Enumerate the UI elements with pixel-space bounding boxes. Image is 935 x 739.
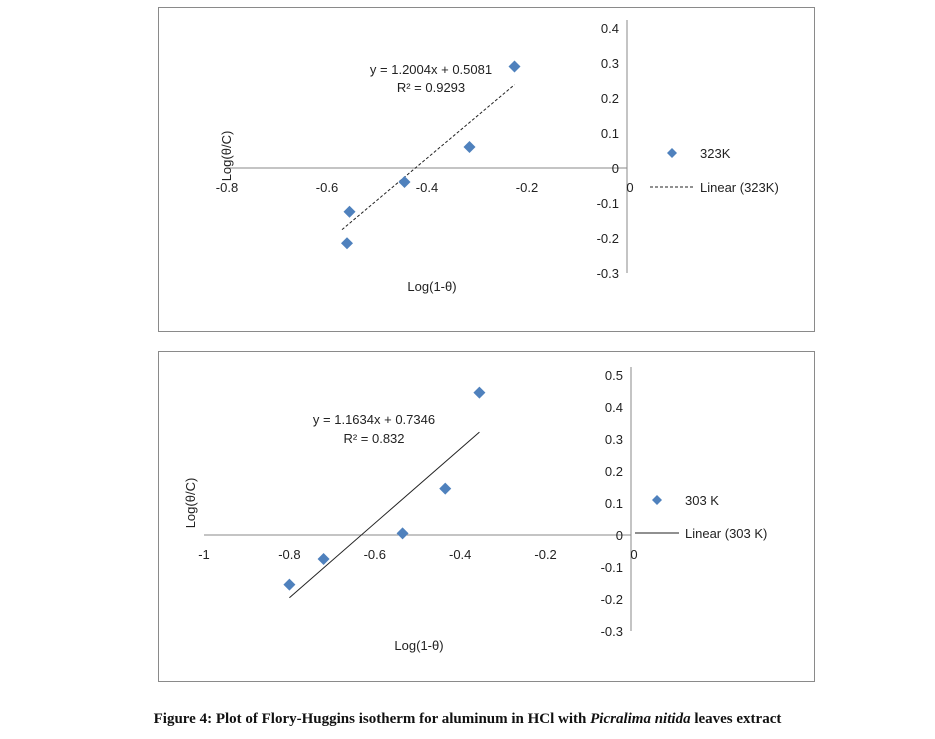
y-tick-label: -0.1 [601, 560, 623, 575]
chart-323k-panel: -0.8 -0.6 -0.4 -0.2 0 0.4 0.3 0.2 0.1 0 -0.1 -0.2 -0… [158, 7, 815, 332]
y-axis-title: Log(θ/C) [219, 131, 234, 182]
legend-label-series: 323K [700, 146, 731, 161]
y-tick-label: -0.1 [597, 196, 619, 211]
legend-label-linear: Linear (323K) [700, 180, 779, 195]
data-point-303k [439, 482, 452, 495]
x-tick-label: 0 [630, 547, 637, 562]
chart-303k-plot: -1 -0.8 -0.6 -0.4 -0.2 0 0.5 0.4 0.3 0.2 0.1 0 -0.1 -… [183, 367, 767, 653]
y-tick-label: 0.3 [605, 432, 623, 447]
regression-equation: y = 1.2004x + 0.5081 [370, 62, 492, 77]
y-tick-label: 0 [612, 161, 619, 176]
caption-suffix: leaves extract [690, 711, 782, 727]
legend-marker-303k [652, 495, 662, 505]
x-axis-title: Log(1-θ) [394, 638, 443, 653]
data-point-303k [396, 527, 409, 540]
y-tick-label: 0.4 [605, 400, 623, 415]
chart-323k-plot: -0.8 -0.6 -0.4 -0.2 0 0.4 0.3 0.2 0.1 0 -0.1 -0.2 -0… [216, 20, 779, 294]
r-squared-label: R² = 0.832 [343, 431, 404, 446]
chart-303k-panel: -1 -0.8 -0.6 -0.4 -0.2 0 0.5 0.4 0.3 0.2 0.1 0 -0.1 -… [158, 351, 815, 682]
legend-marker-323k [667, 148, 677, 158]
y-tick-label: -0.2 [601, 592, 623, 607]
caption-species: Picralima nitida [590, 711, 691, 727]
r-squared-label: R² = 0.9293 [397, 80, 465, 95]
y-tick-label: -0.3 [601, 624, 623, 639]
legend-label-series: 303 K [685, 493, 719, 508]
x-tick-label: 0 [626, 180, 633, 195]
figure-caption: Figure 4: Plot of Flory-Huggins isotherm… [0, 711, 935, 728]
data-point-323k [343, 205, 356, 218]
y-axis-title: Log(θ/C) [183, 478, 198, 529]
x-tick-label: -0.6 [364, 547, 386, 562]
data-point-323k [398, 176, 411, 188]
y-tick-label: 0.2 [605, 464, 623, 479]
data-point-303k [317, 553, 330, 565]
y-tick-label: 0.2 [601, 91, 619, 106]
x-tick-label: -0.8 [216, 180, 238, 195]
y-tick-label: -0.3 [597, 266, 619, 281]
data-point-323k [508, 60, 521, 73]
x-axis-title: Log(1-θ) [407, 279, 456, 294]
y-tick-label: 0.5 [605, 368, 623, 383]
data-point-323k [341, 237, 353, 250]
y-tick-label: 0.1 [601, 126, 619, 141]
data-point-303k [473, 386, 486, 399]
trendline-323k [341, 84, 515, 231]
x-tick-label: -0.8 [278, 547, 300, 562]
data-point-303k [283, 578, 296, 591]
y-tick-label: 0.1 [605, 496, 623, 511]
y-tick-label: -0.2 [597, 231, 619, 246]
legend-label-linear: Linear (303 K) [685, 526, 767, 541]
x-tick-label: -0.4 [416, 180, 438, 195]
x-tick-label: -1 [198, 547, 210, 562]
y-tick-label: 0.3 [601, 56, 619, 71]
x-tick-label: -0.2 [516, 180, 538, 195]
trendline-303k [289, 431, 480, 599]
y-tick-label: 0 [616, 528, 623, 543]
caption-prefix: Figure 4: Plot of Flory-Huggins isotherm… [153, 711, 591, 727]
data-point-323k [463, 141, 476, 153]
y-tick-label: 0.4 [601, 21, 619, 36]
x-tick-label: -0.4 [449, 547, 471, 562]
regression-equation: y = 1.1634x + 0.7346 [313, 412, 435, 427]
x-tick-label: -0.2 [534, 547, 556, 562]
x-tick-label: -0.6 [316, 180, 338, 195]
